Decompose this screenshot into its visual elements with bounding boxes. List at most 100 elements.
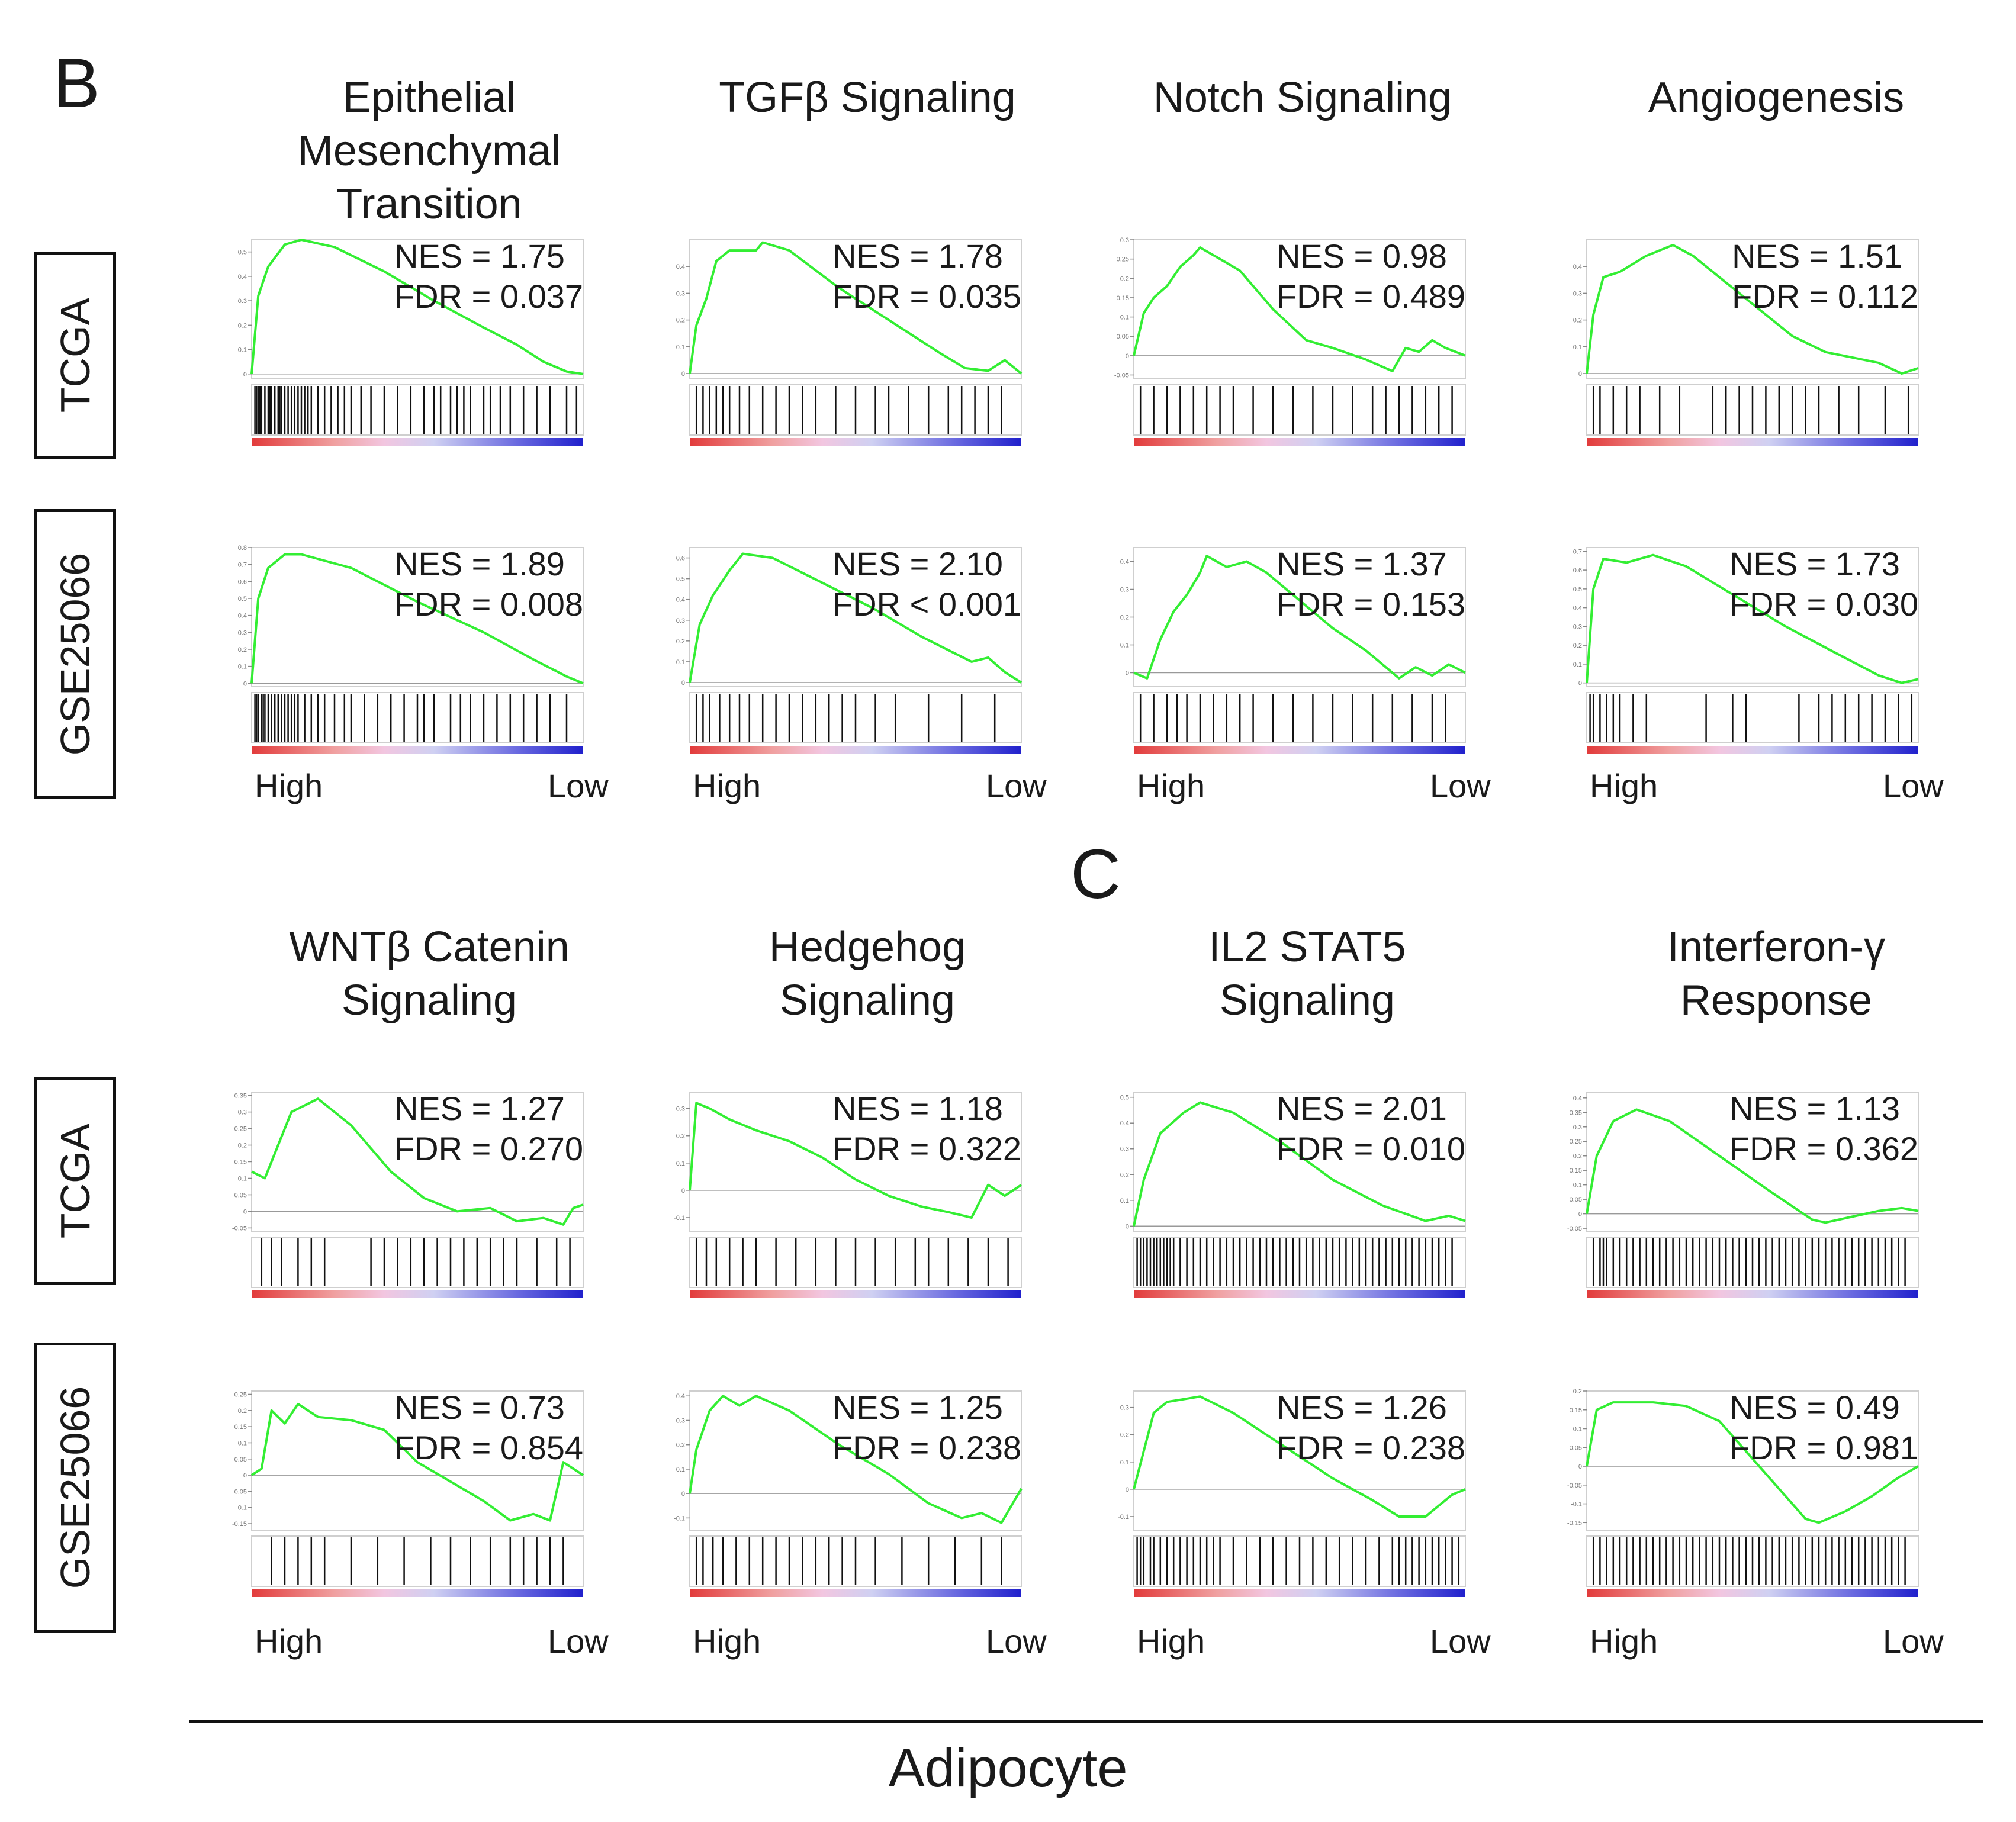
y-tick-label: 0.3 — [1120, 237, 1129, 244]
enrichment-curve — [689, 552, 1023, 684]
y-tick-label: 0.1 — [676, 344, 685, 351]
rank-gradient-bar — [1134, 438, 1465, 446]
rank-gradient-bar — [1134, 746, 1465, 754]
y-tick-label: 0.05 — [1117, 333, 1129, 340]
gsea-svg: 0 0.1 0.2 0.3 0.4 0.5 — [238, 239, 584, 446]
y-tick-label: 0.1 — [676, 1160, 685, 1167]
y-tick-label: 0.25 — [1570, 1138, 1582, 1145]
fdr-value: FDR = 0.008 — [394, 585, 583, 623]
y-tick-label: 0.1 — [1573, 1426, 1582, 1433]
gsea-plot-8: -0.05 0 0.05 0.1 0.15 0.2 0.25 0.3 0.35 NES = 1.2… — [228, 1086, 595, 1305]
y-tick-label: 0.1 — [1573, 1182, 1582, 1189]
y-tick-label: 0.4 — [1573, 1095, 1582, 1102]
nes-value: NES = 1.75 — [394, 237, 565, 275]
axis-low-label: Low — [1430, 767, 1491, 804]
fdr-value: FDR = 0.362 — [1729, 1130, 1918, 1167]
y-tick-label: -0.05 — [1567, 1225, 1582, 1232]
nes-fdr-annotation: NES = 1.89 FDR = 0.008 — [394, 544, 583, 624]
nes-fdr-annotation: NES = 0.73 FDR = 0.854 — [394, 1388, 583, 1468]
y-tick-label: -0.05 — [232, 1225, 247, 1232]
axis-high-label: High — [693, 767, 761, 804]
y-tick-label: 0 — [243, 1472, 247, 1479]
enrichment-curve — [250, 239, 584, 375]
nes-value: NES = 1.89 — [394, 545, 565, 582]
enrichment-curve — [251, 1097, 584, 1226]
nes-value: NES = 1.78 — [832, 237, 1003, 275]
y-tick-label: 0.2 — [676, 1133, 685, 1140]
col-title-b-3: Angiogenesis — [1648, 74, 1905, 121]
fdr-value: FDR < 0.001 — [832, 585, 1021, 623]
y-tick-label: 0 — [681, 371, 685, 378]
y-tick-label: -0.05 — [1114, 372, 1129, 379]
fdr-value: FDR = 0.270 — [394, 1130, 583, 1167]
nes-fdr-annotation: NES = 1.51 FDR = 0.112 — [1732, 236, 1918, 317]
y-tick-label: -0.1 — [1118, 1514, 1129, 1521]
enrichment-curve — [1133, 555, 1466, 680]
y-tick-label: 0.15 — [1570, 1167, 1582, 1174]
nes-value: NES = 0.49 — [1729, 1389, 1900, 1426]
y-tick-label: 0 — [1126, 670, 1129, 677]
fdr-value: FDR = 0.981 — [1729, 1429, 1918, 1466]
nes-fdr-annotation: NES = 2.01 FDR = 0.010 — [1277, 1089, 1465, 1169]
y-tick-label: 0.3 — [1573, 290, 1582, 297]
row-label-gse-b: GSE25066 — [34, 509, 116, 799]
nes-fdr-annotation: NES = 0.98 FDR = 0.489 — [1277, 236, 1465, 317]
nes-fdr-annotation: NES = 1.78 FDR = 0.035 — [832, 236, 1021, 317]
panel-label-c: C — [1070, 835, 1121, 913]
y-tick-label: 0.4 — [1573, 605, 1582, 612]
axis-high-label: High — [255, 1623, 323, 1660]
nes-fdr-annotation: NES = 2.10 FDR < 0.001 — [832, 544, 1021, 624]
y-tick-label: 0.3 — [238, 629, 247, 636]
y-tick-label: 0.2 — [1120, 275, 1129, 282]
y-tick-label: 0.3 — [1120, 1146, 1129, 1153]
y-tick-label: 0 — [1126, 353, 1129, 360]
y-tick-label: 0.25 — [234, 1126, 247, 1133]
y-tick-label: -0.1 — [674, 1215, 685, 1222]
fdr-value: FDR = 0.322 — [832, 1130, 1021, 1167]
y-tick-label: 0.5 — [1573, 586, 1582, 593]
y-tick-label: 0.1 — [676, 659, 685, 666]
col-title-b-0: Epithelial Mesenchymal Transition — [297, 74, 561, 228]
rank-gradient-bar — [690, 438, 1021, 446]
enrichment-curve — [1586, 1108, 1919, 1224]
col-title-b-2: Notch Signaling — [1153, 74, 1452, 121]
y-tick-label: 0.3 — [676, 1106, 685, 1113]
fdr-value: FDR = 0.037 — [394, 278, 583, 315]
y-tick-label: 0.2 — [238, 1408, 247, 1415]
y-tick-label: 0.1 — [1120, 1198, 1129, 1205]
y-tick-label: -0.15 — [232, 1521, 247, 1528]
nes-value: NES = 1.73 — [1729, 545, 1900, 582]
col-title-c-1: Hedgehog Signaling — [769, 923, 966, 1024]
y-tick-label: 0.1 — [238, 1440, 247, 1447]
y-tick-label: 0.4 — [1120, 559, 1129, 566]
nes-fdr-annotation: NES = 1.25 FDR = 0.238 — [832, 1388, 1021, 1468]
nes-fdr-annotation: NES = 1.18 FDR = 0.322 — [832, 1089, 1021, 1169]
enrichment-curve — [1586, 244, 1919, 375]
fdr-value: FDR = 0.238 — [832, 1429, 1021, 1466]
fdr-value: FDR = 0.238 — [1276, 1429, 1465, 1466]
y-tick-label: 0.5 — [238, 249, 247, 256]
y-tick-label: -0.05 — [232, 1488, 247, 1495]
y-tick-label: 0.2 — [238, 1142, 247, 1150]
fdr-value: FDR = 0.854 — [394, 1429, 583, 1466]
y-tick-label: 0 — [1578, 680, 1582, 687]
y-tick-label: 0.4 — [1573, 263, 1582, 271]
y-tick-label: 0.2 — [238, 322, 247, 329]
y-tick-label: 0 — [1578, 1463, 1582, 1470]
gsea-svg: 0 0.1 0.2 0.3 0.4 0.5 0.6 0.7 0.8 — [238, 545, 584, 754]
gsea-plot-1: 0 0.1 0.2 0.3 0.4 NES = 1.78 FDR = 0.035 — [666, 234, 1033, 453]
y-tick-label: 0.1 — [238, 347, 247, 354]
axis-low-label: Low — [548, 767, 609, 804]
y-tick-label: 0.4 — [676, 597, 685, 604]
rank-gradient-bar — [690, 1589, 1021, 1597]
fdr-value: FDR = 0.030 — [1729, 585, 1918, 623]
enrichment-curve — [1133, 246, 1466, 372]
rank-gradient-bar — [252, 438, 583, 446]
axis-low-label: Low — [1430, 1623, 1491, 1660]
nes-value: NES = 1.27 — [394, 1090, 565, 1127]
y-tick-label: 0.2 — [1120, 614, 1129, 622]
y-tick-label: 0.2 — [1573, 1153, 1582, 1160]
y-tick-label: 0 — [681, 680, 685, 687]
y-tick-label: 0.25 — [1117, 256, 1129, 263]
y-tick-label: 0 — [1578, 371, 1582, 378]
